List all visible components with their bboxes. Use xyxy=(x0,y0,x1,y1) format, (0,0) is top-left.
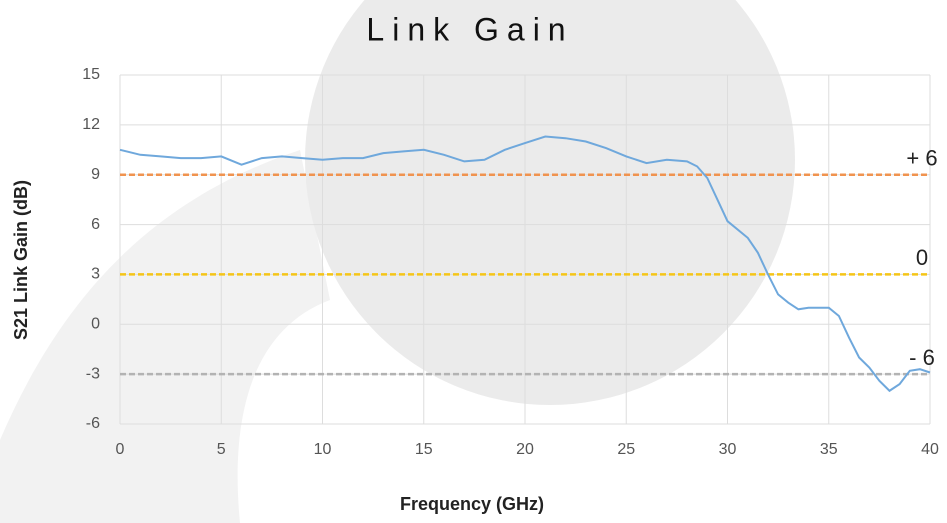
y-tick-label: -6 xyxy=(86,415,100,432)
y-tick-label: 0 xyxy=(91,316,100,333)
reference-label: 0 xyxy=(916,245,928,270)
y-tick-label: 6 xyxy=(91,216,100,233)
y-axis-label: S21 Link Gain (dB) xyxy=(11,180,31,340)
chart-title: Link Gain xyxy=(366,11,573,47)
y-tick-label: 3 xyxy=(91,266,100,283)
y-tick-label: 9 xyxy=(91,166,100,183)
x-tick-label: 10 xyxy=(314,441,332,458)
background-shape xyxy=(0,150,330,523)
y-tick-label: 12 xyxy=(82,116,100,133)
background-circle xyxy=(305,0,795,405)
x-tick-label: 30 xyxy=(719,441,737,458)
x-tick-label: 15 xyxy=(415,441,433,458)
x-tick-label: 5 xyxy=(217,441,226,458)
y-tick-label: -3 xyxy=(86,365,100,382)
x-axis-label: Frequency (GHz) xyxy=(400,494,544,514)
x-tick-label: 40 xyxy=(921,441,939,458)
reference-label: + 6 xyxy=(906,146,937,171)
data-line xyxy=(119,135,931,393)
x-tick-label: 35 xyxy=(820,441,838,458)
x-tick-label: 20 xyxy=(516,441,534,458)
x-tick-label: 0 xyxy=(116,441,125,458)
y-tick-label: 15 xyxy=(82,66,100,83)
reference-label: - 6 xyxy=(909,345,935,370)
x-tick-label: 25 xyxy=(617,441,635,458)
